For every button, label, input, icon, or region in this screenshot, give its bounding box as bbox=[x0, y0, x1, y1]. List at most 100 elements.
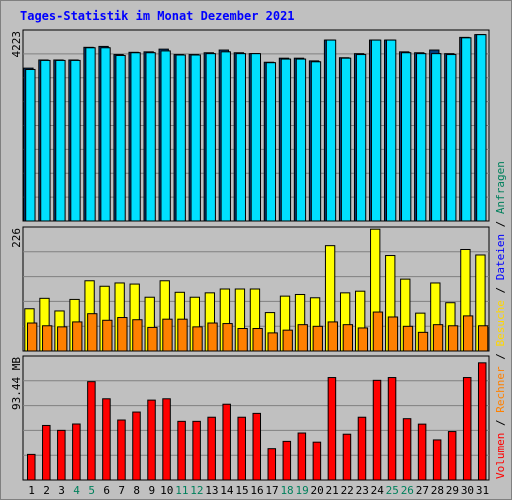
bar-requests-anfragen-front bbox=[205, 53, 216, 222]
ymax-label-pages: 226 bbox=[10, 228, 23, 248]
x-tick-label: 26 bbox=[401, 484, 414, 497]
bar-volume-volumen bbox=[42, 424, 51, 481]
x-tick-label: 7 bbox=[118, 484, 125, 497]
x-tick-label: 21 bbox=[326, 484, 339, 497]
bar-pages-rechner bbox=[162, 318, 173, 352]
bar-pages-rechner bbox=[222, 323, 233, 352]
bar-requests-anfragen-front bbox=[130, 52, 141, 222]
bar-requests-anfragen-front bbox=[100, 47, 111, 222]
bar-requests-anfragen-front bbox=[220, 51, 231, 222]
bar-volume-volumen bbox=[177, 420, 186, 481]
bar-volume-volumen bbox=[342, 433, 352, 481]
bar-requests-anfragen-front bbox=[115, 54, 126, 222]
bar-pages-rechner bbox=[342, 324, 354, 352]
bar-pages-rechner bbox=[327, 321, 338, 352]
x-tick-label: 1 bbox=[28, 484, 35, 497]
bar-requests-anfragen-front bbox=[461, 37, 472, 222]
bar-requests-anfragen-front bbox=[310, 61, 322, 222]
x-tick-label: 29 bbox=[446, 484, 459, 497]
bar-volume-volumen bbox=[87, 381, 96, 481]
bar-pages-rechner bbox=[87, 313, 98, 352]
bar-requests-anfragen-front bbox=[145, 52, 156, 222]
ymax-label-volume: 93.44 MB bbox=[10, 357, 23, 410]
x-tick-label: 8 bbox=[133, 484, 140, 497]
x-tick-label: 12 bbox=[190, 484, 203, 497]
bar-pages-rechner bbox=[357, 327, 369, 352]
bar-requests-anfragen-front bbox=[235, 53, 246, 222]
x-tick-label: 25 bbox=[386, 484, 399, 497]
bar-requests-anfragen-front bbox=[55, 59, 66, 222]
bar-pages-rechner bbox=[192, 326, 203, 352]
bar-requests-anfragen-front bbox=[160, 50, 171, 222]
bar-pages-rechner bbox=[462, 315, 474, 352]
bar-volume-volumen bbox=[207, 416, 216, 481]
bar-pages-rechner bbox=[297, 324, 308, 352]
x-tick-label: 19 bbox=[295, 484, 308, 497]
bar-pages-rechner bbox=[312, 325, 323, 352]
bar-volume-volumen bbox=[147, 399, 156, 481]
bar-pages-rechner bbox=[177, 318, 188, 352]
x-tick-label: 23 bbox=[356, 484, 369, 497]
bar-volume-volumen bbox=[357, 416, 367, 481]
legend-entry: Volumen bbox=[494, 433, 507, 479]
x-tick-label: 6 bbox=[103, 484, 110, 497]
bar-volume-volumen bbox=[432, 439, 442, 481]
x-tick-label: 4 bbox=[73, 484, 80, 497]
x-tick-label: 22 bbox=[341, 484, 354, 497]
bar-pages-rechner bbox=[102, 319, 113, 352]
bar-requests-anfragen-front bbox=[70, 59, 81, 222]
bar-volume-volumen bbox=[312, 441, 322, 481]
x-tick-label: 14 bbox=[220, 484, 234, 497]
bar-requests-anfragen-front bbox=[401, 52, 412, 222]
bar-pages-rechner bbox=[432, 324, 444, 352]
bar-volume-volumen bbox=[267, 448, 277, 481]
bar-requests-anfragen-front bbox=[85, 47, 96, 222]
bar-requests-anfragen-front bbox=[325, 39, 337, 222]
bar-volume-volumen bbox=[27, 453, 36, 481]
bar-pages-rechner bbox=[372, 311, 384, 352]
x-tick-label: 30 bbox=[461, 484, 474, 497]
x-tick-label: 24 bbox=[371, 484, 385, 497]
bar-requests-anfragen-front bbox=[175, 54, 186, 222]
x-tick-label: 9 bbox=[148, 484, 155, 497]
legend-entry: / bbox=[494, 280, 507, 300]
x-tick-label: 16 bbox=[250, 484, 263, 497]
x-tick-label: 2 bbox=[43, 484, 50, 497]
bar-pages-rechner bbox=[447, 325, 459, 352]
x-tick-label: 15 bbox=[235, 484, 248, 497]
bar-pages-rechner bbox=[237, 328, 248, 352]
bar-volume-volumen bbox=[222, 403, 231, 481]
bar-pages-rechner bbox=[27, 322, 38, 352]
legend-entry: / bbox=[494, 413, 507, 433]
bar-requests-anfragen-front bbox=[265, 62, 277, 222]
legend-entry: Anfragen bbox=[494, 161, 507, 214]
x-tick-label: 17 bbox=[265, 484, 278, 497]
bar-requests-anfragen-front bbox=[416, 53, 427, 222]
bar-volume-volumen bbox=[387, 377, 397, 481]
legend-entry: Rechner bbox=[494, 366, 507, 413]
bar-pages-rechner bbox=[252, 328, 263, 352]
legend-entry: Dateien bbox=[494, 234, 507, 280]
legend-entry: Besuche bbox=[494, 300, 507, 346]
bar-pages-rechner bbox=[387, 316, 399, 352]
chart-title: Tages-Statistik im Monat Dezember 2021 bbox=[20, 9, 295, 23]
bar-pages-rechner bbox=[147, 326, 158, 352]
bar-requests-anfragen-front bbox=[190, 54, 201, 222]
bar-pages-rechner bbox=[267, 332, 278, 352]
bar-volume-volumen bbox=[327, 377, 337, 481]
bar-volume-volumen bbox=[297, 432, 307, 481]
bar-pages-rechner bbox=[207, 322, 218, 352]
x-tick-label: 27 bbox=[416, 484, 429, 497]
ymax-label-requests: 4223 bbox=[10, 31, 23, 58]
bar-volume-volumen bbox=[192, 420, 201, 481]
bar-pages-rechner bbox=[417, 331, 429, 352]
right-legend: Volumen / Rechner / Besuche / Dateien / … bbox=[494, 161, 507, 479]
bar-requests-anfragen-front bbox=[431, 53, 442, 222]
bar-requests-anfragen-front bbox=[385, 39, 397, 222]
bar-volume-volumen bbox=[57, 429, 66, 481]
bar-volume-volumen bbox=[447, 431, 457, 481]
bar-volume-volumen bbox=[72, 423, 81, 481]
bar-volume-volumen bbox=[132, 411, 141, 481]
